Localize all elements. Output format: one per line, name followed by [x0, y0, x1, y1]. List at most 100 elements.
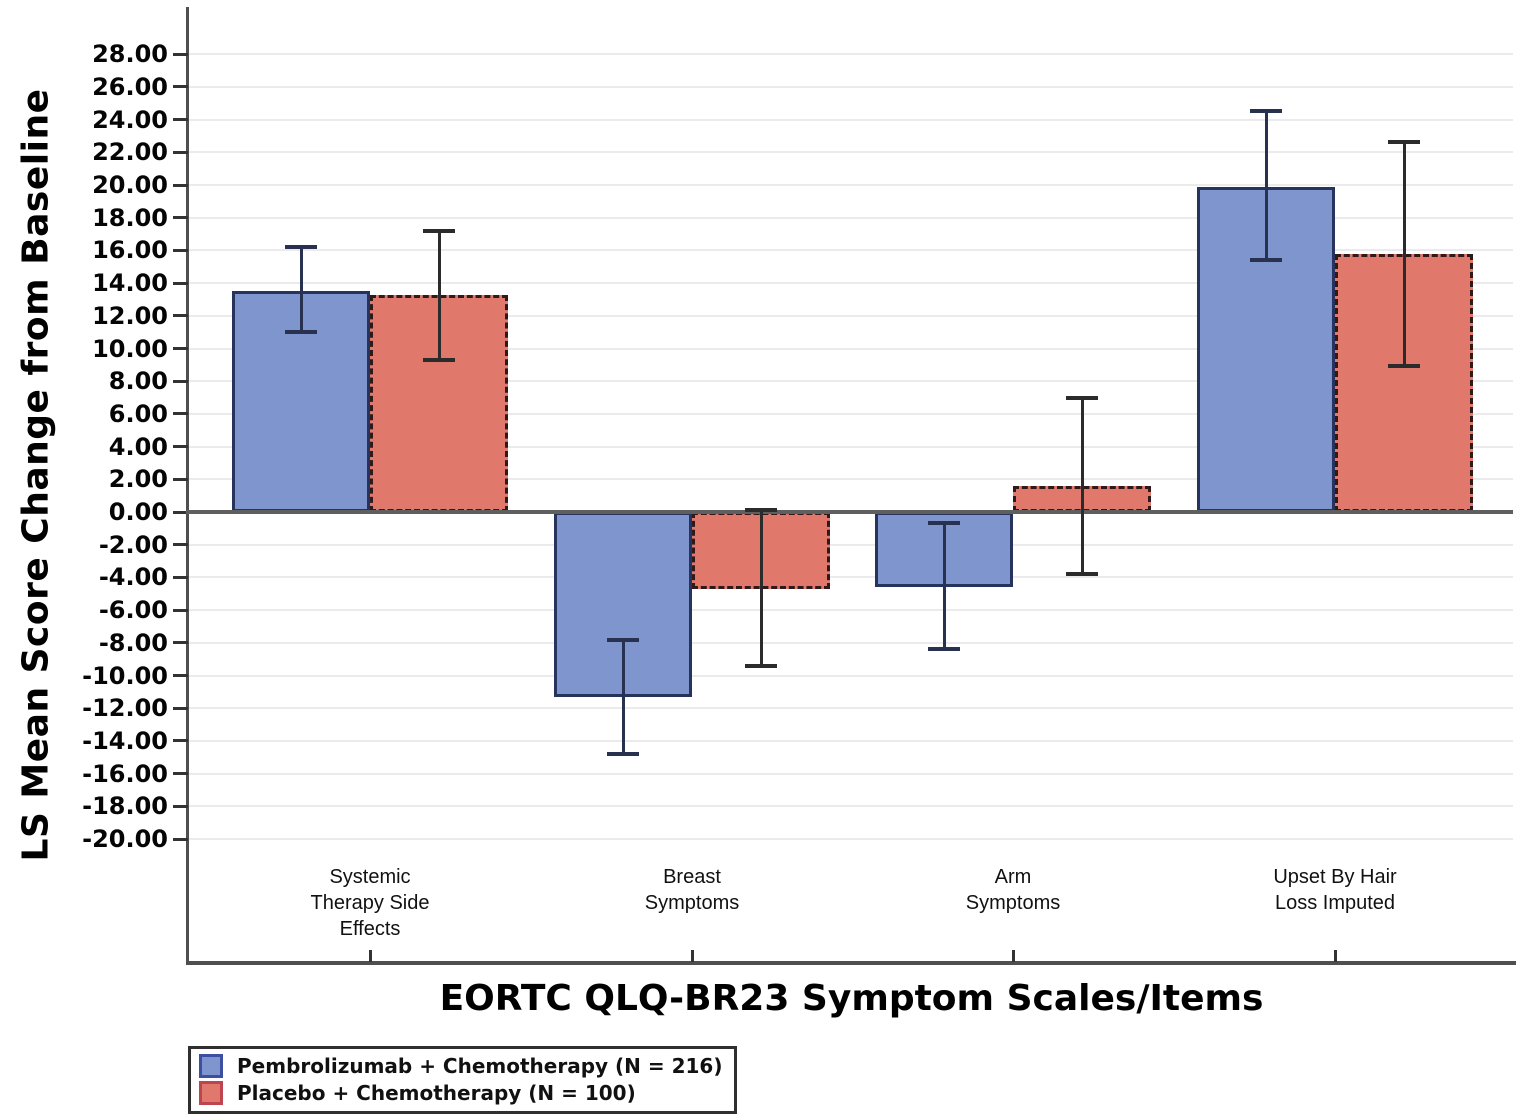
gridline: [189, 674, 1513, 677]
legend-swatch-red-icon: [199, 1080, 223, 1105]
y-tick: [173, 52, 188, 56]
y-tick-label: 4.00: [108, 432, 168, 461]
y-tick-label: -4.00: [98, 563, 168, 592]
gridline: [189, 249, 1513, 252]
error-bar-line: [1402, 142, 1406, 367]
legend: Pembrolizumab + Chemotherapy (N = 216) P…: [188, 1046, 738, 1114]
y-tick-label: -20.00: [82, 825, 168, 853]
y-tick: [173, 445, 188, 449]
gridline: [189, 838, 1513, 840]
y-tick-label: 28.00: [92, 40, 168, 69]
y-tick: [173, 118, 188, 122]
y-tick-label: 24.00: [92, 105, 168, 134]
legend-swatch-blue-icon: [199, 1053, 223, 1078]
y-tick-label: 22.00: [92, 138, 168, 167]
legend-label: Placebo + Chemotherapy (N = 100): [237, 1080, 636, 1105]
y-tick-label: 0.00: [108, 498, 168, 526]
y-tick: [173, 804, 188, 808]
y-tick: [173, 412, 188, 416]
error-bar-line: [942, 523, 946, 650]
error-bar-cap-top: [745, 508, 777, 513]
zero-baseline: [186, 510, 1513, 514]
y-tick-label: 6.00: [108, 399, 168, 428]
y-tick: [173, 608, 188, 612]
gridline: [189, 445, 1513, 448]
y-tick: [173, 281, 188, 285]
y-tick: [173, 706, 188, 710]
error-bar-cap-top: [928, 521, 960, 526]
gridline: [189, 118, 1513, 121]
y-tick: [173, 216, 188, 220]
plot-area: [186, 7, 1513, 961]
y-tick: [173, 314, 188, 318]
y-tick-label: -8.00: [98, 628, 168, 657]
legend-row-pembrolizumab: Pembrolizumab + Chemotherapy (N = 216): [199, 1052, 722, 1079]
gridline: [189, 805, 1513, 808]
gridline: [189, 151, 1513, 154]
y-tick: [173, 674, 188, 677]
y-tick: [173, 739, 188, 743]
y-tick: [173, 477, 188, 481]
error-bar-cap-bottom: [1250, 258, 1282, 263]
y-tick-label: -6.00: [98, 596, 168, 625]
y-tick-label: -16.00: [82, 759, 168, 788]
y-tick: [173, 772, 188, 776]
error-bar-cap-bottom: [928, 647, 960, 652]
error-bar-line: [437, 230, 441, 360]
gridline: [189, 478, 1513, 481]
y-tick-label: 14.00: [92, 269, 168, 298]
gridline: [189, 543, 1513, 546]
x-axis-line: [186, 961, 1516, 965]
y-tick: [173, 575, 188, 579]
error-bar-cap-top: [1388, 140, 1420, 145]
y-tick-label: 2.00: [108, 465, 168, 494]
error-bar-line: [1080, 397, 1084, 575]
y-tick-label: 10.00: [92, 334, 168, 363]
y-tick: [173, 347, 188, 350]
gridline: [189, 739, 1513, 742]
error-bar-line: [759, 510, 763, 666]
error-bar-cap-top: [1250, 109, 1282, 114]
gridline: [189, 282, 1513, 285]
y-tick-label: -14.00: [82, 726, 168, 755]
gridline: [189, 53, 1513, 56]
error-bar-cap-top: [285, 245, 317, 250]
y-tick: [173, 510, 188, 514]
y-tick: [173, 379, 188, 383]
error-bar-cap-bottom: [1388, 364, 1420, 369]
gridline: [189, 314, 1513, 317]
error-bar-cap-top: [607, 637, 639, 642]
error-bar-cap-bottom: [423, 357, 455, 362]
gridline: [189, 576, 1513, 579]
x-tick: [368, 950, 372, 962]
error-bar-cap-bottom: [607, 751, 639, 756]
gridline: [189, 707, 1513, 710]
y-tick-label: -10.00: [82, 661, 168, 690]
category-label: Upset By Hair Loss Imputed: [1273, 866, 1397, 914]
error-bar-cap-bottom: [1066, 572, 1098, 577]
legend-row-placebo: Placebo + Chemotherapy (N = 100): [199, 1079, 722, 1106]
y-tick: [173, 543, 188, 547]
error-bar-cap-bottom: [285, 330, 317, 335]
y-tick-label: 26.00: [92, 72, 168, 101]
y-tick-label: -12.00: [82, 694, 168, 723]
error-bar-cap-top: [423, 228, 455, 233]
category-label: Systemic Therapy Side Effects: [310, 866, 430, 940]
y-tick-label: 16.00: [92, 236, 168, 265]
y-tick: [173, 837, 188, 841]
y-tick: [173, 641, 188, 645]
error-bar-cap-top: [1066, 395, 1098, 400]
y-tick-label: 12.00: [92, 301, 168, 330]
x-tick: [1333, 950, 1337, 962]
category-label: Breast Symptoms: [644, 866, 740, 914]
gridline: [189, 641, 1513, 644]
y-tick-label: -2.00: [98, 530, 168, 559]
error-bar-line: [299, 247, 303, 333]
y-axis-line: [186, 7, 189, 964]
gridline: [189, 184, 1513, 186]
y-tick-label: 8.00: [108, 367, 168, 396]
y-tick-label: 18.00: [92, 203, 168, 232]
gridline: [189, 347, 1513, 350]
y-tick: [173, 183, 188, 187]
